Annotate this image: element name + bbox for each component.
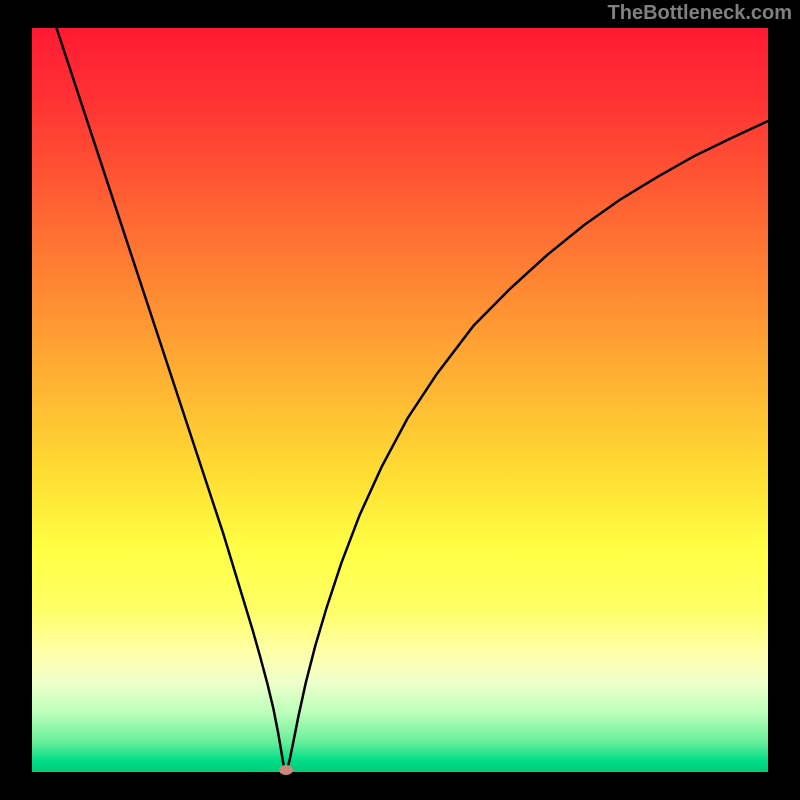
watermark-text: TheBottleneck.com [608, 2, 792, 25]
plot-area [32, 28, 768, 772]
curve-path [32, 28, 768, 771]
bottleneck-curve [32, 28, 768, 772]
optimum-marker [279, 765, 293, 775]
